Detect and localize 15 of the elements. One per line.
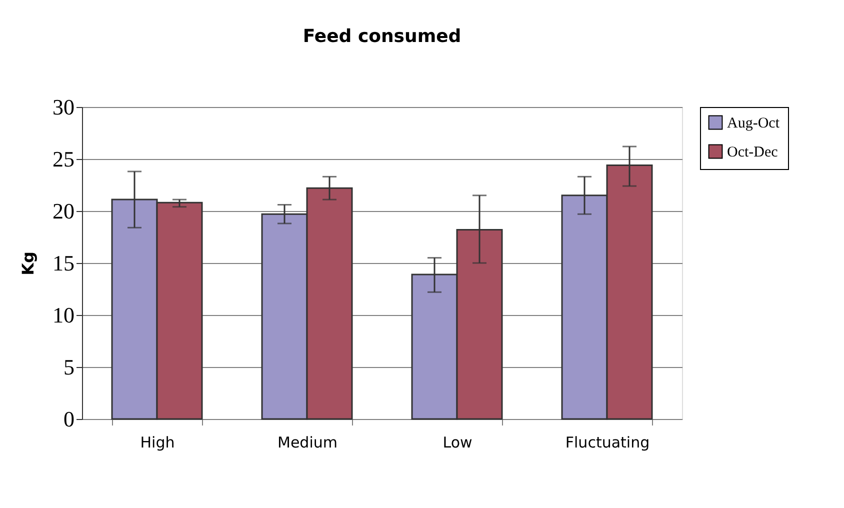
y-tick-label: 25 <box>52 146 74 172</box>
x-tick-label: High <box>140 434 175 452</box>
y-tick-label: 0 <box>64 406 74 432</box>
x-tick-label: Low <box>442 434 472 452</box>
legend-label: Oct-Dec <box>727 144 778 160</box>
y-tick-label: 10 <box>52 302 74 328</box>
legend-label: Aug-Oct <box>727 116 780 132</box>
x-tick-label: Fluctuating <box>565 434 650 452</box>
y-tick-label: 20 <box>52 198 74 224</box>
y-tick-label: 30 <box>52 94 74 120</box>
y-tick-label: 15 <box>52 250 74 276</box>
y-tick-label: 5 <box>64 354 74 380</box>
chart-title: Feed consumed <box>302 26 462 47</box>
y-axis-title: Kg <box>18 252 38 276</box>
x-tick-label: Medium <box>278 434 338 452</box>
